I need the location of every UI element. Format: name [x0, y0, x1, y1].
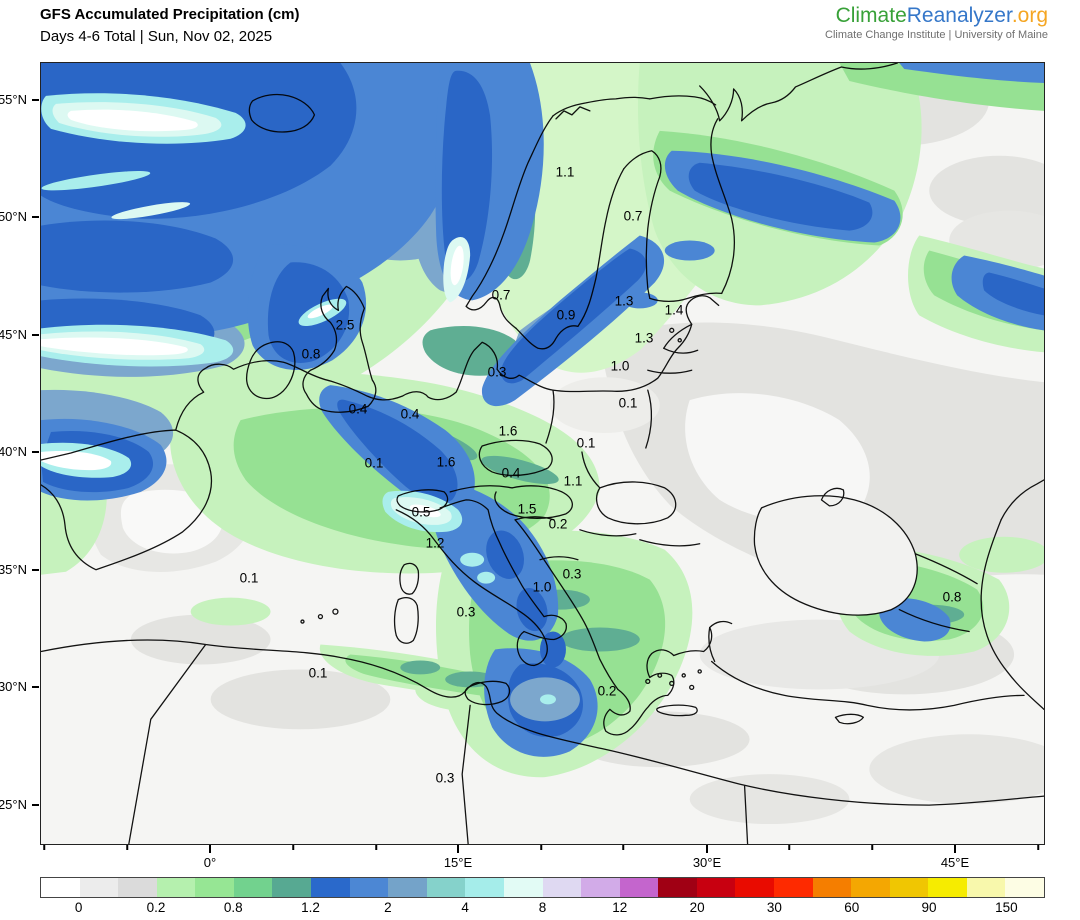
latitude-label: 25°N: [0, 797, 27, 812]
longitude-minor-tick: [126, 845, 128, 850]
colorbar-segment: [156, 878, 196, 897]
latitude-label: 30°N: [0, 679, 27, 694]
colorbar-segment: [542, 878, 582, 897]
colorbar-tick-label: 150: [995, 900, 1018, 915]
colorbar-segment: [41, 878, 80, 897]
logo-tagline: Climate Change Institute | University of…: [825, 29, 1048, 41]
page-title: GFS Accumulated Precipitation (cm): [40, 6, 300, 23]
colorbar-tick-label: 1.2: [301, 900, 320, 915]
colorbar-segment: [79, 878, 119, 897]
country-borders: [41, 63, 1044, 844]
colorbar-segment: [349, 878, 389, 897]
colorbar-tick-label: 0.8: [223, 900, 243, 915]
page-subtitle: Days 4-6 Total | Sun, Nov 02, 2025: [40, 28, 273, 45]
logo-part-climate: Climate: [835, 4, 907, 27]
black-sea: [754, 495, 918, 616]
colorbar-tick-label: 30: [766, 900, 782, 915]
colorbar-tick-label: 0: [74, 900, 83, 915]
latitude-label: 55°N: [0, 92, 27, 107]
colorbar-tick-label: 0.2: [146, 900, 166, 915]
colorbar-segment: [195, 878, 234, 897]
colorbar-tick-label: 8: [538, 900, 547, 915]
precip-field-gray: [88, 63, 1044, 825]
longitude-minor-tick: [375, 845, 377, 850]
logo-part-org: .org: [1011, 4, 1048, 27]
colorbar-segment: [773, 878, 813, 897]
longitude-label: 30°E: [692, 855, 722, 870]
longitude-label: 45°E: [940, 855, 970, 870]
latitude-tick: [32, 216, 39, 218]
longitude-minor-tick: [292, 845, 294, 850]
colorbar-labels: 0 0.2 0.8 1.2 2 4 8 12 20 30 60 90 150: [40, 900, 1045, 918]
colorbar-segment: [966, 878, 1006, 897]
longitude-minor-tick: [540, 845, 542, 850]
colorbar-segment: [658, 878, 697, 897]
longitude-minor-tick: [871, 845, 873, 850]
longitude-label: 15°E: [443, 855, 473, 870]
precipitation-map: [40, 62, 1045, 845]
colorbar-segment: [928, 878, 967, 897]
colorbar-segment: [812, 878, 852, 897]
colorbar-segment: [851, 878, 890, 897]
colorbar-tick-label: 4: [461, 900, 469, 915]
colorbar-segment: [272, 878, 312, 897]
longitude-tick: [209, 845, 211, 853]
longitude-minor-tick: [43, 845, 45, 850]
colorbar-segment: [503, 878, 543, 897]
latitude-label: 50°N: [0, 209, 27, 224]
colorbar-segment: [889, 878, 929, 897]
logo-wordmark: ClimateReanalyzer.org: [825, 4, 1048, 28]
colorbar-tick-label: 20: [689, 900, 705, 915]
longitude-tick: [954, 845, 956, 853]
latitude-label: 45°N: [0, 327, 27, 342]
colorbar-tick-label: 90: [921, 900, 937, 915]
precip-field-cyan: [41, 93, 580, 722]
latitude-label: 35°N: [0, 562, 27, 577]
longitude-minor-tick: [622, 845, 624, 850]
latitude-tick: [32, 99, 39, 101]
colorbar-segment: [426, 878, 466, 897]
colorbar-segment: [311, 878, 350, 897]
colorbar-segment: [388, 878, 427, 897]
colorbar-segment: [696, 878, 736, 897]
latitude-tick: [32, 569, 39, 571]
longitude-minor-tick: [1037, 845, 1039, 850]
colorbar-segment: [118, 878, 157, 897]
longitude-minor-tick: [788, 845, 790, 850]
colorbar: [40, 877, 1045, 898]
colorbar-segment: [465, 878, 504, 897]
colorbar-segment: [1005, 878, 1045, 897]
colorbar-segment: [735, 878, 774, 897]
latitude-label: 40°N: [0, 444, 27, 459]
latitude-tick: [32, 686, 39, 688]
longitude-tick: [457, 845, 459, 853]
map-art: [41, 63, 1044, 844]
site-logo[interactable]: ClimateReanalyzer.org Climate Change Ins…: [825, 4, 1048, 41]
colorbar-tick-label: 2: [384, 900, 392, 915]
latitude-tick: [32, 451, 39, 453]
latitude-tick: [32, 334, 39, 336]
longitude-label: 0°: [203, 855, 217, 870]
longitude-tick: [706, 845, 708, 853]
colorbar-tick-label: 12: [612, 900, 628, 915]
colorbar-segment: [619, 878, 659, 897]
colorbar-tick-label: 60: [844, 900, 860, 915]
logo-part-reanalyzer: Reanalyzer: [906, 4, 1012, 27]
colorbar-segment: [581, 878, 620, 897]
latitude-tick: [32, 804, 39, 806]
colorbar-segment: [233, 878, 273, 897]
